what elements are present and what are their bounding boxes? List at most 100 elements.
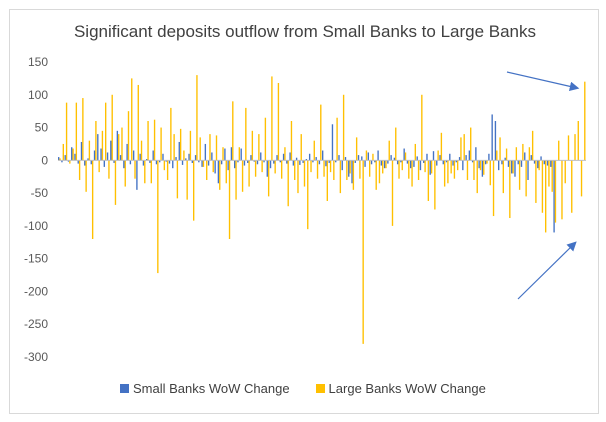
small-banks-bar (452, 160, 454, 166)
legend-swatch-large-banks (315, 384, 325, 393)
small-banks-bar (367, 152, 369, 161)
large-banks-bar (176, 160, 179, 199)
small-banks-bar (393, 157, 396, 161)
small-banks-bar (282, 153, 285, 161)
large-banks-bar (496, 150, 498, 161)
small-banks-bar (165, 160, 167, 162)
small-banks-bar (90, 160, 92, 165)
large-banks-bar (173, 134, 175, 161)
small-banks-bar (442, 160, 444, 165)
large-banks-bar (551, 160, 553, 192)
small-banks-bar (351, 160, 353, 184)
large-banks-bar (248, 160, 250, 187)
small-banks-bar (159, 160, 161, 163)
small-banks-bar (61, 160, 63, 163)
small-banks-bar (302, 160, 304, 163)
large-banks-bar (316, 160, 319, 179)
large-banks-bar (535, 160, 537, 203)
small-banks-bar (269, 160, 272, 169)
large-banks-bar (571, 160, 573, 213)
small-banks-bar (71, 147, 73, 161)
large-banks-bar (378, 160, 381, 184)
large-banks-bar (215, 135, 218, 161)
large-banks-bar (267, 160, 270, 197)
small-banks-bar (198, 160, 200, 163)
small-banks-bar (136, 160, 138, 190)
small-banks-bar (344, 157, 347, 161)
small-banks-bar (449, 153, 451, 161)
small-banks-bar (383, 160, 386, 169)
small-banks-bar (247, 160, 249, 163)
large-banks-bar (388, 140, 390, 161)
large-banks-bar (365, 150, 368, 161)
large-banks-bar (584, 81, 586, 161)
large-banks-bar (463, 134, 465, 161)
large-banks-bar (202, 160, 205, 167)
large-banks-bar (157, 160, 159, 274)
large-banks-bar (199, 137, 201, 161)
large-banks-bar (329, 160, 332, 173)
small-banks-bar (263, 160, 265, 163)
small-banks-bar (110, 140, 112, 161)
small-banks-bar (357, 155, 360, 161)
small-banks-bar (406, 160, 409, 164)
large-banks-bar (538, 160, 540, 171)
large-banks-bar (342, 94, 345, 161)
small-banks-bar (527, 160, 529, 180)
large-banks-bar (398, 160, 400, 179)
large-banks-bar (310, 160, 312, 173)
small-banks-bar (172, 160, 174, 169)
small-banks-bar (445, 160, 448, 163)
small-banks-bar (217, 160, 220, 184)
large-banks-bar (127, 111, 130, 161)
large-banks-bar (88, 140, 91, 161)
small-banks-bar (413, 160, 415, 167)
small-banks-bar (403, 148, 405, 161)
large-banks-bar (160, 127, 162, 161)
small-banks-bar (524, 152, 526, 161)
large-banks-bar (339, 160, 342, 194)
large-banks-bar (362, 160, 364, 344)
annotation-arrows (506, 71, 580, 300)
large-banks-bar (391, 160, 394, 226)
chart-frame: Significant deposits outflow from Small … (9, 9, 599, 414)
large-banks-bar (486, 160, 488, 164)
small-banks-bar (123, 160, 125, 169)
small-banks-bar (520, 160, 523, 167)
small-banks-bar (331, 124, 334, 161)
small-banks-bar (67, 160, 70, 162)
large-banks-bar (430, 160, 433, 174)
large-banks-bar (525, 160, 527, 197)
large-banks-bar (401, 160, 403, 171)
small-banks-bar (517, 160, 519, 165)
large-banks-bar (101, 130, 104, 161)
large-banks-bar (170, 107, 172, 161)
small-banks-bar (149, 160, 151, 163)
large-banks-bar (111, 94, 113, 161)
large-banks-bar (544, 160, 547, 233)
large-banks-bar (372, 153, 374, 161)
small-banks-bar (175, 157, 177, 161)
large-banks-bar (196, 75, 198, 161)
large-banks-bar (261, 160, 263, 173)
small-banks-bar (100, 148, 102, 161)
small-banks-bar (224, 148, 226, 161)
small-banks-bar (432, 151, 435, 161)
large-banks-bar (505, 148, 508, 161)
small-banks-bar (77, 160, 79, 164)
large-banks-bar (456, 160, 459, 171)
y-tick-label: -150 (24, 252, 48, 266)
large-banks-bar (65, 102, 68, 161)
large-banks-bar (222, 147, 224, 161)
large-banks-bar (140, 140, 143, 161)
large-banks-bar (447, 160, 449, 184)
small-banks-bar (168, 160, 171, 164)
legend-item-small-banks: Small Banks WoW Change (120, 381, 290, 396)
large-banks-bar (336, 117, 338, 161)
large-banks-bar (303, 160, 306, 187)
large-banks-bar (300, 134, 302, 161)
large-banks-bar (512, 160, 514, 174)
small-banks-bar (387, 160, 389, 164)
bars-group (58, 75, 586, 344)
small-banks-bar (530, 155, 532, 161)
